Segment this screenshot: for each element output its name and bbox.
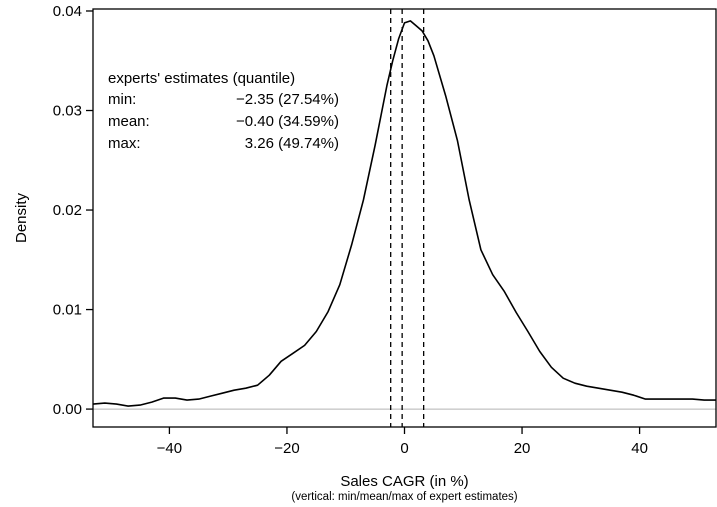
y-tick-label: 0.00: [53, 401, 82, 418]
density-curve: [92, 20, 716, 407]
annotation-max-label: max:: [108, 135, 141, 152]
x-axis-title: Sales CAGR (in %): [340, 473, 468, 490]
y-axis-title: Density: [13, 192, 30, 243]
x-tick-label: 20: [514, 440, 531, 457]
y-tick-label: 0.03: [53, 103, 82, 120]
x-tick-label: −40: [157, 440, 182, 457]
y-axis-ticks: 0.00 0.01 0.02 0.03 0.04: [53, 3, 93, 418]
x-axis-note: (vertical: min/mean/max of expert estima…: [291, 491, 517, 503]
y-tick-label: 0.04: [53, 3, 82, 20]
x-tick-label: −20: [274, 440, 299, 457]
annotation-mean-label: mean:: [108, 113, 150, 130]
y-tick-label: 0.02: [53, 202, 82, 219]
annotation-max-value: 3.26 (49.74%): [245, 135, 339, 152]
annotation-title: experts' estimates (quantile): [108, 70, 295, 87]
y-tick-label: 0.01: [53, 302, 82, 319]
expert-estimates-legend: experts' estimates (quantile) min: −2.35…: [108, 70, 339, 152]
expert-estimate-lines: [390, 9, 425, 427]
annotation-mean-value: −0.40 (34.59%): [236, 113, 339, 130]
density-series-layer: [92, 20, 716, 407]
x-axis-ticks: −40 −20 0 20 40: [157, 427, 648, 457]
annotation-min-label: min:: [108, 91, 136, 108]
annotation-min-value: −2.35 (27.54%): [236, 91, 339, 108]
x-tick-label: 0: [400, 440, 408, 457]
x-tick-label: 40: [631, 440, 648, 457]
